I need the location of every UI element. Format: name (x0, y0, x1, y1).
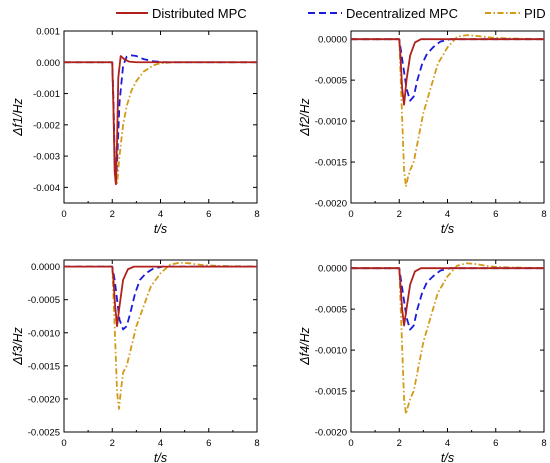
x-axis-title: t/s (154, 222, 167, 236)
legend-item-pid: PID (485, 6, 546, 21)
y-tick-label: -0.0010 (28, 328, 60, 339)
y-axis-title: Δf3/Hz (11, 326, 25, 365)
y-tick-label: 0.000 (36, 58, 60, 69)
x-tick-label: 0 (348, 438, 353, 449)
legend-item-decentralized-mpc: Decentralized MPC (308, 6, 458, 21)
x-tick-label: 8 (254, 209, 259, 220)
y-tick-label: 0.001 (36, 27, 60, 38)
series-line-distributed-mpc (351, 267, 544, 327)
legend-label-pid: PID (524, 6, 546, 21)
series-line-decentralized-mpc (351, 38, 544, 102)
series-line-distributed-mpc (351, 38, 544, 106)
x-tick-label: 0 (61, 209, 66, 220)
x-tick-label: 6 (206, 209, 211, 220)
x-tick-label: 6 (206, 438, 211, 449)
y-tick-label: -0.0020 (315, 428, 347, 439)
x-tick-label: 2 (397, 209, 402, 220)
series-line-pid (64, 61, 257, 186)
x-tick-label: 2 (110, 209, 115, 220)
subplot-2: 0 2 4 6 8 0.0000 -0.0005 -0.0010 -0.0015 -0.0020 t… (298, 30, 547, 236)
series-line-pid (351, 262, 544, 415)
y-tick-label: -0.0020 (315, 199, 347, 210)
y-tick-label: -0.002 (33, 120, 60, 131)
legend-item-distributed-mpc: Distributed MPC (116, 6, 247, 21)
y-tick-label: -0.0005 (315, 305, 347, 316)
y-tick-label: -0.0010 (315, 117, 347, 128)
series-line-pid (351, 34, 544, 188)
subplot-4: 0 2 4 6 8 0.0000 -0.0005 -0.0010 -0.0015 -0.0020 t… (298, 259, 547, 463)
series-line-distributed-mpc (64, 55, 257, 186)
chart-legend: Distributed MPC Decentralized MPC PID (116, 6, 546, 21)
y-tick-label: -0.0025 (28, 428, 60, 439)
x-axis-title: t/s (441, 451, 454, 463)
x-axis-title: t/s (154, 451, 167, 463)
y-tick-label: -0.0015 (315, 158, 347, 169)
plot-frame (63, 30, 258, 204)
x-tick-label: 2 (110, 438, 115, 449)
subplot-3: 0 2 4 6 8 0.0000 -0.0005 -0.0010 -0.0015 -0.0020 -… (11, 259, 260, 463)
series-line-decentralized-mpc (64, 54, 257, 183)
y-tick-label: 0.0000 (318, 264, 347, 275)
x-tick-label: 6 (493, 438, 498, 449)
subplot-1: 0 2 4 6 8 0.001 0.000 -0.001 -0.002 -0.003 -0.004 t… (11, 27, 260, 237)
y-tick-label: -0.001 (33, 89, 60, 100)
y-tick-label: 0.0000 (318, 35, 347, 46)
y-axis-title: Δf1/Hz (11, 97, 25, 136)
y-tick-label: -0.0020 (28, 394, 60, 405)
y-axis-title: Δf2/Hz (298, 97, 312, 136)
figure-panels: 0 2 4 6 8 0.001 0.000 -0.001 -0.002 -0.003 -0.004 t… (11, 27, 547, 463)
x-tick-label: 4 (158, 438, 163, 449)
y-tick-label: -0.0010 (315, 346, 347, 357)
legend-label-distributed-mpc: Distributed MPC (152, 6, 247, 21)
y-tick-label: -0.0015 (315, 387, 347, 398)
x-tick-label: 8 (541, 438, 546, 449)
x-tick-label: 0 (348, 209, 353, 220)
y-tick-label: -0.004 (33, 183, 60, 194)
x-tick-label: 2 (397, 438, 402, 449)
x-tick-label: 0 (61, 438, 66, 449)
y-tick-label: -0.0005 (315, 76, 347, 87)
plot-frame (63, 259, 258, 433)
x-tick-label: 8 (254, 438, 259, 449)
plot-frame (350, 30, 545, 204)
x-axis-title: t/s (441, 222, 454, 236)
series-line-decentralized-mpc (351, 267, 544, 331)
x-tick-label: 4 (445, 438, 450, 449)
y-tick-label: -0.003 (33, 152, 60, 163)
plot-frame (350, 259, 545, 433)
x-tick-label: 8 (541, 209, 546, 220)
series-line-distributed-mpc (64, 265, 257, 328)
x-tick-label: 4 (445, 209, 450, 220)
x-tick-label: 4 (158, 209, 163, 220)
x-tick-label: 6 (493, 209, 498, 220)
y-tick-label: -0.0005 (28, 295, 60, 306)
series-line-pid (64, 261, 257, 410)
y-tick-label: -0.0015 (28, 361, 60, 372)
series-line-decentralized-mpc (64, 265, 257, 331)
y-axis-title: Δf4/Hz (298, 326, 312, 365)
legend-label-decentralized-mpc: Decentralized MPC (346, 6, 458, 21)
y-tick-label: 0.0000 (31, 262, 60, 273)
